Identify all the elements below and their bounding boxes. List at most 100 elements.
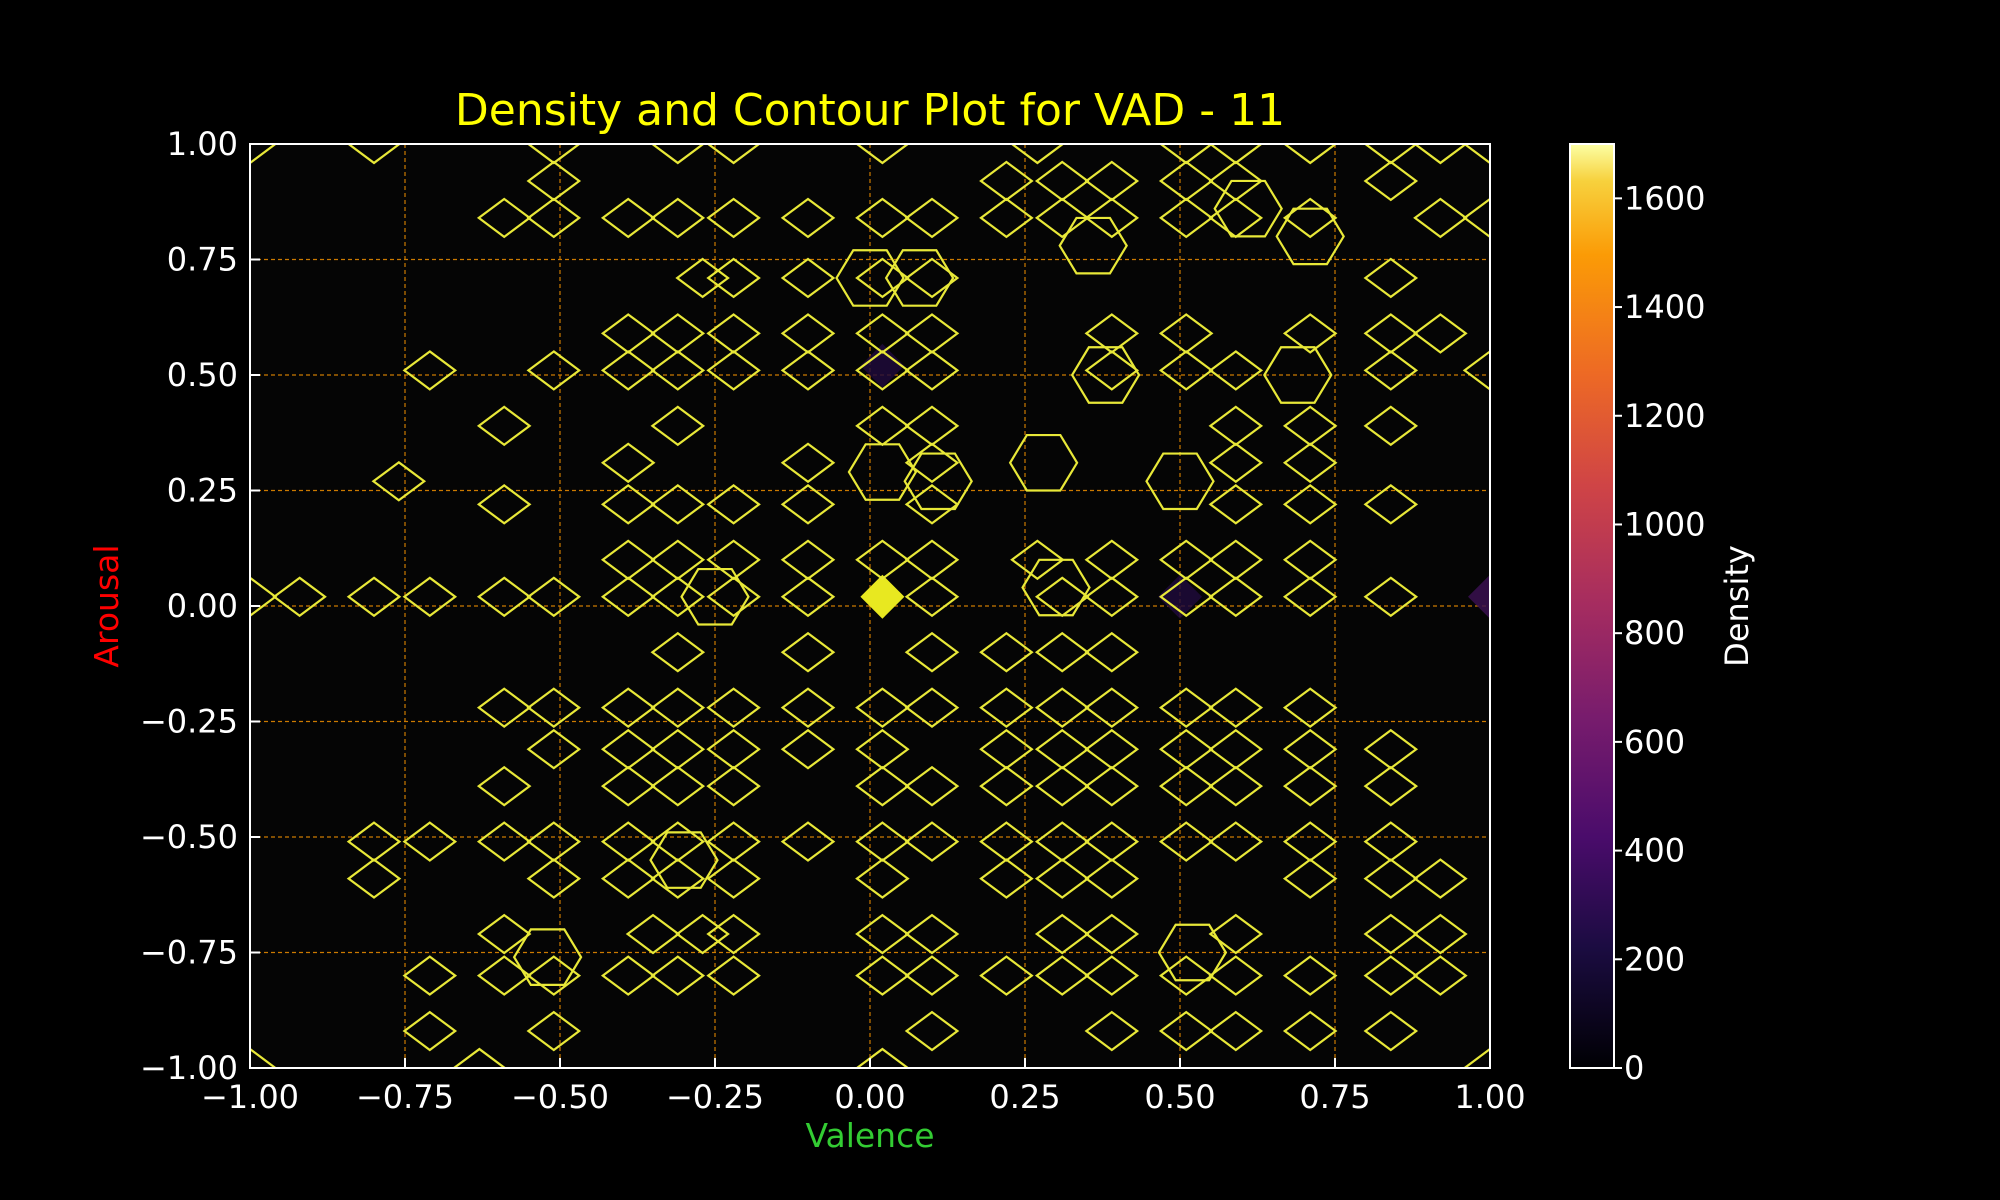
contour-line [600,576,656,618]
contour-line [1282,728,1338,770]
contour-line [1084,913,1140,955]
contour-line [650,350,706,391]
contour-line [1034,821,1090,862]
contour-line [1282,955,1338,996]
contour-line [250,576,278,618]
contour-line [1084,1010,1140,1052]
contour-line [526,350,582,391]
contour-line [1282,576,1338,618]
contour-line [452,1047,507,1068]
contour-line [1084,313,1140,354]
contour-line [904,1010,960,1052]
contour-line [650,821,706,862]
contour-line [1208,765,1264,807]
contour-line [650,687,706,728]
y-tick-label: −1.00 [140,1049,238,1087]
contour-line [904,405,960,447]
contour-line [476,687,532,728]
colorbar-tick-label: 0 [1624,1049,1644,1087]
contour-line [625,913,681,955]
contour-line [1158,197,1214,239]
contour-line [1034,955,1090,996]
contour-line [979,955,1034,996]
contour-line [706,539,761,581]
contour-line [904,821,960,862]
density-peak [1158,574,1202,619]
tick-layer: −1.00 −0.75 −0.50 −0.25 0.00 0.25 0.50 0.75 1.00… [140,125,1526,1116]
contour-line [402,576,458,618]
contour-line [526,576,582,618]
contour-ring [1263,346,1333,404]
contour-line [1034,160,1090,202]
contour-line [706,197,761,239]
y-axis-title: Arousal [87,544,126,667]
contour-line [402,955,458,996]
contour-ring [1008,433,1079,492]
contour-line [1282,313,1338,354]
contour-line [600,728,656,770]
contour-line [780,631,836,673]
contour-line [1208,405,1264,447]
contour-line [706,858,761,899]
contour-line [650,484,706,525]
contour-ring [1070,346,1141,404]
contour-ring [1157,923,1228,982]
contour-line [476,197,532,239]
contour-layer [250,144,1490,1068]
contour-line [1084,539,1140,581]
contour-line [650,631,706,673]
contour-line [1208,1010,1264,1052]
contour-line [904,313,960,354]
contour-line [526,728,582,770]
contour-line [1282,442,1338,484]
contour-line [1084,350,1140,391]
contour-line [855,913,910,955]
contour-line [1462,350,1490,391]
contour-line [780,313,836,354]
contour-line [855,1047,910,1068]
contour-line [855,955,910,996]
contour-line [402,1010,458,1052]
density-peak [1468,574,1490,619]
contour-line [1413,197,1468,239]
contour-line [1158,350,1214,391]
contour-line [855,687,910,728]
contour-line [706,257,761,299]
contour-ring [512,928,583,986]
contour-line [1158,1010,1214,1052]
contour-line [1282,821,1338,862]
contour-line [476,405,532,447]
contour-line [1034,631,1090,673]
contour-line [1084,858,1140,899]
contour-line [855,539,910,581]
contour-line [272,576,327,618]
contour-line [346,858,402,899]
contour-line [1158,765,1214,807]
contour-line [1084,728,1140,770]
contour-line [600,442,656,484]
contour-line [346,144,402,165]
contour-line [476,576,532,618]
contour-line [706,313,761,354]
contour-line [1034,687,1090,728]
contour-line [780,350,836,391]
contour-line [600,197,656,239]
contour-line [1363,160,1419,202]
x-tick-label: −1.00 [201,1078,299,1116]
contour-line [650,313,706,354]
contour-line [1363,257,1419,299]
colorbar-tick-label: 1600 [1624,179,1705,217]
contour-line [1208,160,1264,202]
contour-line [1010,539,1065,581]
contour-line [526,160,582,202]
contour-line [1034,765,1090,807]
contour-line [1413,955,1468,996]
contour-line [979,160,1034,202]
contour-line [855,197,910,239]
contour-line [650,955,706,996]
contour-line [526,687,582,728]
contour-line [780,484,836,525]
y-tick-label: 0.50 [167,356,238,394]
contour-line [1363,1010,1419,1052]
